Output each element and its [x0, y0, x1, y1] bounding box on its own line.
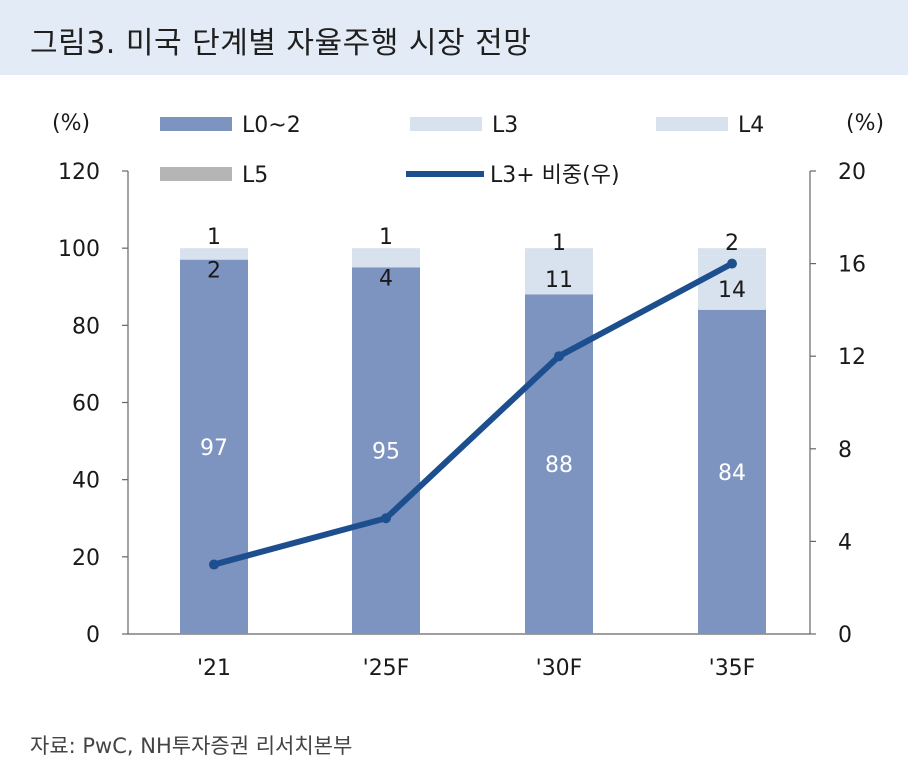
legend-l0-2-label: L0~2 — [242, 113, 301, 138]
bar-l3 — [352, 252, 420, 268]
right-tick-label: 0 — [838, 623, 852, 648]
x-tick-label: '35F — [709, 656, 756, 681]
title-band: 그림3. 미국 단계별 자율주행 시장 전망 — [0, 0, 908, 75]
line-point — [381, 513, 391, 524]
data-label-l3: 14 — [718, 278, 746, 303]
data-label-l4: 2 — [725, 231, 739, 256]
source-note: 자료: PwC, NH투자증권 리서치본부 — [30, 734, 353, 758]
left-axis-unit: (%) — [52, 111, 90, 136]
bar-l4 — [180, 248, 248, 253]
right-tick-label: 20 — [838, 160, 866, 185]
line-l3plus-share — [213, 260, 734, 568]
right-tick-label: 8 — [838, 438, 852, 463]
data-label-l3: 4 — [379, 266, 393, 291]
left-tick-label: 80 — [72, 314, 100, 339]
left-tick-label: 120 — [58, 160, 100, 185]
x-tick-label: '25F — [363, 656, 410, 681]
left-tick-label: 40 — [72, 469, 100, 494]
legend-l0-2-swatch — [160, 117, 232, 131]
left-tick-label: 60 — [72, 392, 100, 417]
line-point — [727, 258, 737, 269]
legend-l3-swatch — [410, 117, 482, 131]
bar-l3 — [525, 252, 593, 295]
left-tick-label: 20 — [72, 546, 100, 571]
right-tick-label: 16 — [838, 253, 866, 278]
bar-l4 — [352, 248, 420, 253]
data-label-l4: 1 — [552, 231, 566, 256]
right-tick-label: 12 — [838, 345, 866, 370]
page-title: 그림3. 미국 단계별 자율주행 시장 전망 — [30, 26, 532, 61]
data-label-l3: 11 — [545, 268, 573, 293]
right-axis-unit: (%) — [846, 111, 884, 136]
data-label-l4: 1 — [207, 225, 221, 250]
left-tick-label: 0 — [86, 623, 100, 648]
line-point — [554, 351, 564, 362]
legend-l4-label: L4 — [738, 113, 764, 138]
data-label-l0-2: 97 — [200, 436, 228, 461]
legend-l5-swatch — [160, 167, 232, 181]
bar-l0-2 — [525, 294, 593, 634]
bar-l0-2 — [698, 309, 766, 634]
x-tick-label: '21 — [197, 656, 231, 681]
bar-l4 — [525, 248, 593, 253]
data-label-l4: 1 — [379, 225, 393, 250]
data-label-l0-2: 84 — [718, 461, 746, 486]
bar-l0-2 — [180, 259, 248, 634]
bar-l4 — [698, 248, 766, 256]
legend-l3plus-label: L3+ 비중(우) — [490, 163, 620, 188]
data-label-l0-2: 95 — [372, 440, 400, 465]
legend-l4-swatch — [656, 117, 728, 131]
legend-l3-label: L3 — [492, 113, 518, 138]
right-tick-label: 4 — [838, 530, 852, 555]
line-point — [209, 559, 219, 570]
data-label-l0-2: 88 — [545, 453, 573, 478]
left-tick-label: 100 — [58, 237, 100, 262]
legend-l5-label: L5 — [242, 163, 268, 188]
data-label-l3: 2 — [207, 259, 221, 284]
bar-l3 — [180, 252, 248, 260]
x-tick-label: '30F — [536, 656, 583, 681]
bar-l0-2 — [352, 267, 420, 634]
